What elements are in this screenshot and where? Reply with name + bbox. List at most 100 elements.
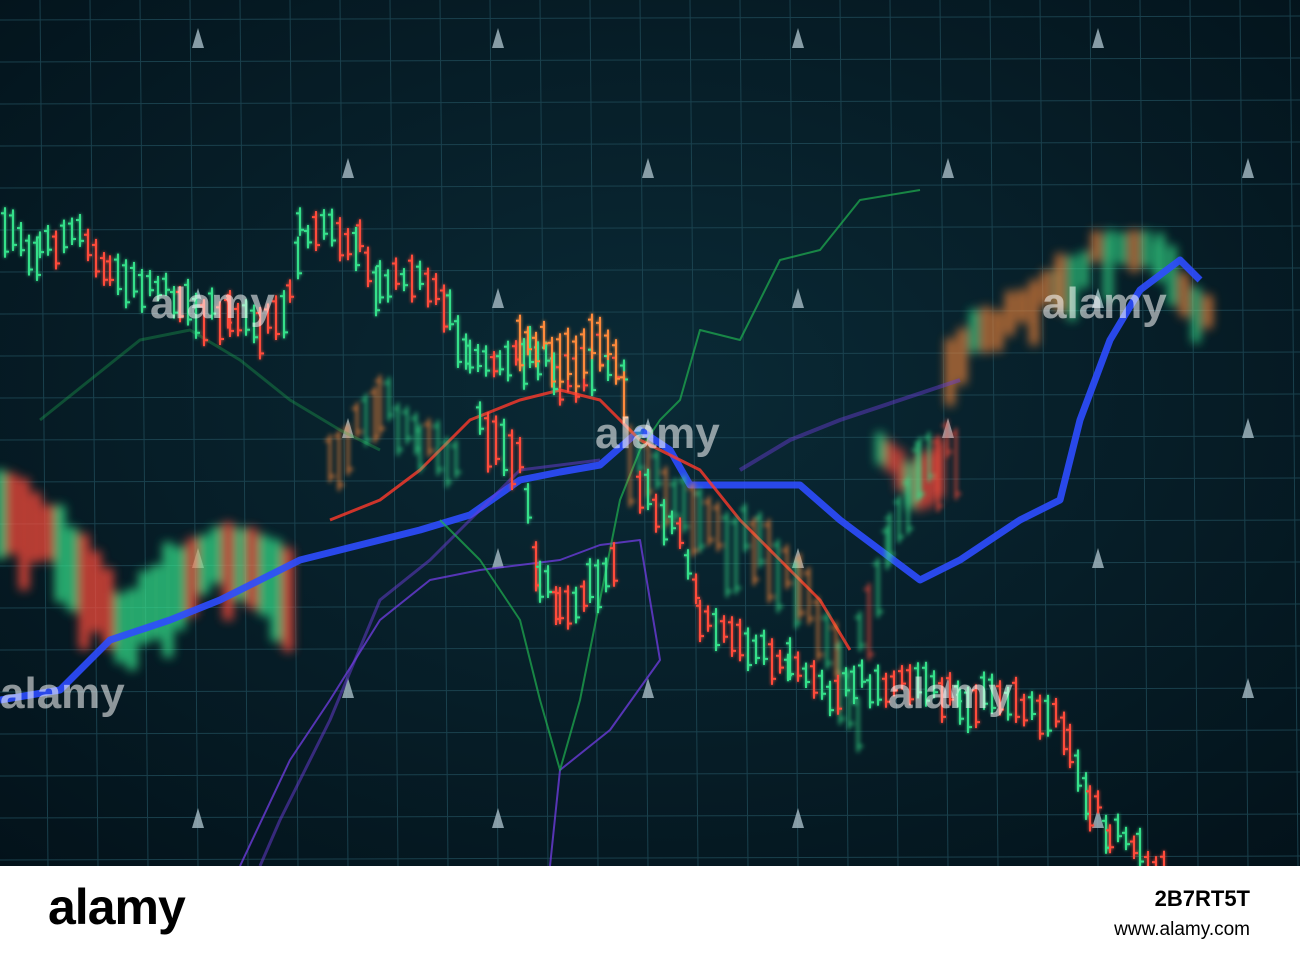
candle-body	[1156, 232, 1164, 283]
candle-body	[994, 310, 1002, 351]
image-id: 2B7RT5T	[1154, 886, 1250, 911]
candle-body	[958, 328, 966, 385]
candle-body	[175, 546, 185, 630]
blurred-background-layer	[0, 229, 1212, 670]
candle-body	[1080, 251, 1088, 289]
grid-line	[0, 15, 1300, 21]
sharp-candles-layer	[1, 207, 1165, 866]
pin-icon	[192, 28, 204, 48]
candle-body	[7, 473, 17, 555]
alamy-watermark: alamy	[888, 669, 1013, 718]
pin-icon	[1242, 158, 1254, 178]
grid-line	[1289, 0, 1299, 866]
pin-icon	[1092, 808, 1104, 828]
pin-icon	[642, 678, 654, 698]
grid-line	[739, 0, 749, 866]
grid-line	[889, 0, 899, 866]
grid-line	[0, 813, 1300, 819]
alamy-footer-bar: alamy 2B7RT5T www.alamy.com	[0, 866, 1300, 956]
candle-body	[1130, 229, 1138, 272]
candle-body	[1142, 230, 1150, 268]
candle-body	[970, 309, 978, 353]
grid-line	[0, 729, 1300, 735]
candle-body	[946, 338, 954, 406]
candle-body	[115, 593, 125, 663]
pin-icon	[1242, 678, 1254, 698]
grid-line	[1139, 0, 1149, 866]
candle-body	[79, 533, 89, 650]
candle-body	[211, 527, 221, 584]
pin-icon	[1242, 418, 1254, 438]
alamy-watermark: alamy	[595, 409, 720, 458]
candle-body	[103, 568, 113, 648]
moving-average-line	[39, 328, 381, 452]
alamy-watermark: alamy	[1042, 279, 1167, 328]
alamy-watermark: alamy	[0, 669, 125, 718]
candle-body	[1006, 291, 1014, 336]
grid-line	[789, 0, 799, 866]
candle-body	[151, 564, 161, 640]
pin-icon	[942, 158, 954, 178]
grid-line	[139, 0, 149, 866]
grid-line	[1189, 0, 1199, 866]
pin-icon	[792, 288, 804, 308]
candle-body	[247, 527, 257, 609]
grid-line	[0, 225, 1300, 231]
pin-icon	[642, 158, 654, 178]
moving-average-line	[738, 378, 961, 472]
candle-body	[876, 432, 884, 465]
grid-line	[0, 855, 1300, 861]
grid-line	[239, 0, 249, 866]
grid-line	[839, 0, 849, 866]
pin-icon	[1092, 28, 1104, 48]
candle-body	[1018, 289, 1026, 323]
candle-body	[67, 527, 77, 612]
candle-body	[1068, 255, 1076, 321]
grid-line	[0, 393, 1300, 399]
grid-line	[1089, 0, 1099, 866]
candle-body	[896, 448, 904, 491]
candle-body	[199, 534, 209, 595]
grid-line	[0, 519, 1300, 525]
grid-line	[0, 99, 1300, 105]
candle-body	[1042, 270, 1050, 306]
pin-icon	[192, 808, 204, 828]
candle-body	[1092, 230, 1100, 262]
grid-line	[1039, 0, 1049, 866]
candle-body	[19, 478, 29, 590]
grid-line	[0, 141, 1300, 147]
grid-line	[89, 0, 99, 866]
grid-line	[0, 57, 1300, 63]
candle-body	[1106, 229, 1114, 262]
pin-icon	[492, 28, 504, 48]
candle-body	[1056, 253, 1064, 313]
pin-icon	[1092, 548, 1104, 568]
candle-body	[1104, 237, 1112, 301]
candle-body	[1168, 245, 1176, 306]
moving-average-line	[0, 256, 1203, 704]
candle-body	[55, 505, 65, 603]
pin-icon	[792, 808, 804, 828]
candle-body	[283, 547, 293, 652]
grid-line	[989, 0, 999, 866]
grid-line	[189, 0, 199, 866]
candle-body	[43, 504, 53, 561]
alamy-watermarks: alamy alamy alamy alamy alamy	[0, 279, 1167, 718]
candle-body	[235, 528, 245, 601]
pin-icon	[792, 28, 804, 48]
pin-icon	[492, 548, 504, 568]
mid-candles-layer	[325, 374, 961, 753]
alamy-watermark: alamy	[150, 279, 275, 328]
grid-line	[0, 309, 1300, 315]
grid-line	[0, 351, 1300, 357]
candle-body	[1192, 287, 1200, 343]
candle-body	[1118, 232, 1126, 265]
pin-icon	[492, 808, 504, 828]
candle-body	[31, 492, 41, 563]
candle-body	[187, 537, 197, 616]
moving-average-line	[239, 539, 661, 866]
candle-body	[139, 570, 149, 644]
stock-chart-photo: alamy alamy alamy alamy alamy	[0, 0, 1300, 866]
candle-body	[1204, 295, 1212, 329]
alamy-logo: alamy	[48, 879, 186, 935]
